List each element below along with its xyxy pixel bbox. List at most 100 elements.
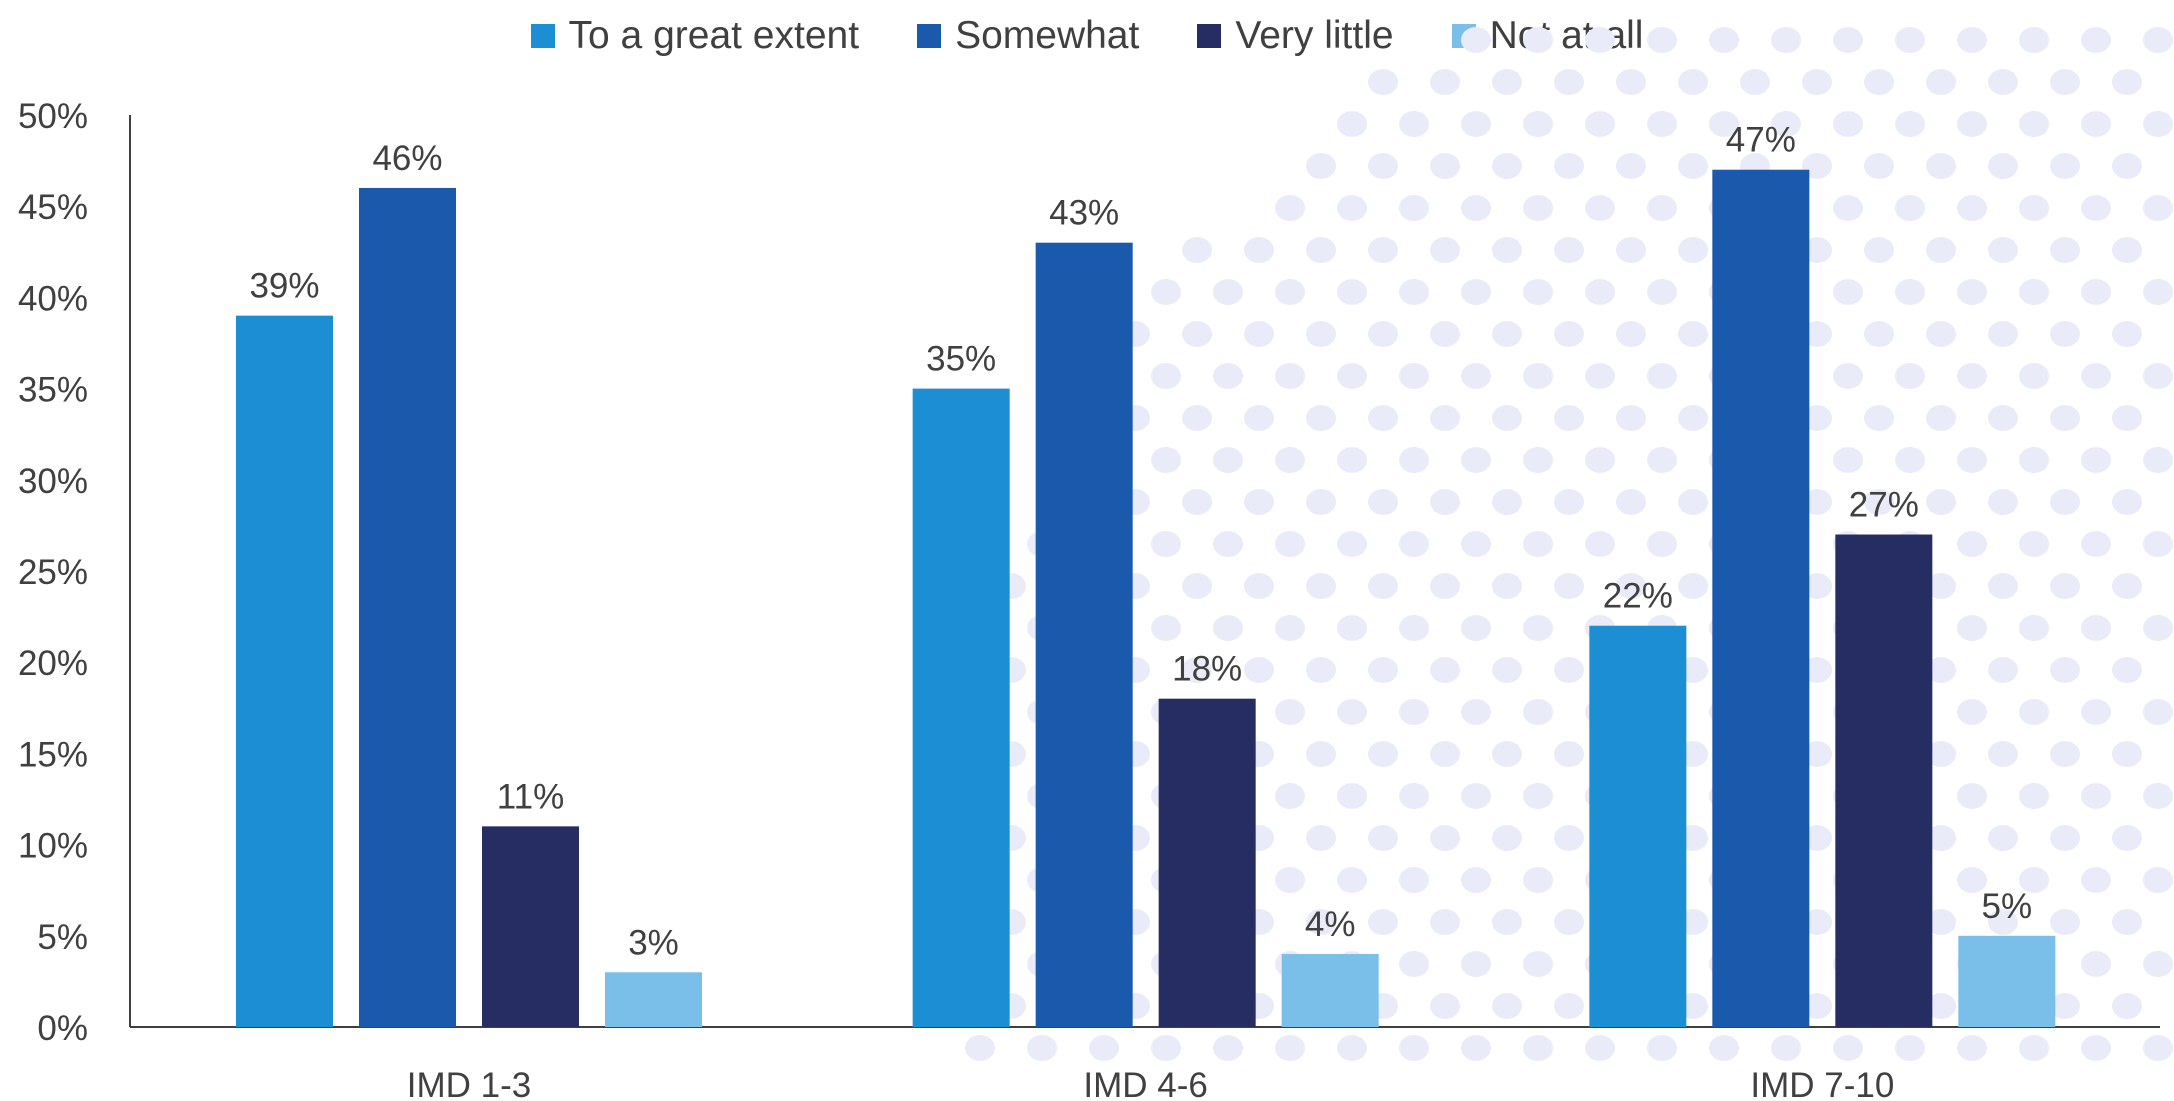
background-dot [1771,1035,1801,1061]
legend-item-very-little: Very little [1197,14,1394,58]
background-dot [1399,531,1429,557]
background-dot [1926,69,1956,95]
y-tick-label: 25% [18,553,88,592]
background-dot [1492,741,1522,767]
background-dot [2112,825,2142,851]
legend-swatch-great-extent [530,24,555,48]
background-dot [2081,951,2111,977]
background-dot [1306,909,1336,935]
background-dot [2143,111,2173,137]
background-dot [2112,741,2142,767]
background-dot [2050,321,2080,347]
background-dot [2112,321,2142,347]
background-dot [1647,195,1677,221]
background-dot [1337,699,1367,725]
background-dot [2143,783,2173,809]
bar [1158,698,1256,1027]
background-dot [2019,783,2049,809]
background-dot [1554,909,1584,935]
background-dot [1244,237,1274,263]
background-dot [1430,321,1460,347]
background-dot [1492,69,1522,95]
background-dot [1926,237,1956,263]
background-dot [1492,237,1522,263]
background-dot [1585,1035,1615,1061]
background-dot [2143,951,2173,977]
background-dot [1337,363,1367,389]
background-dot [2112,405,2142,431]
background-dot [1213,531,1243,557]
background-dot [2112,909,2142,935]
background-dot [1926,321,1956,347]
background-dot [1957,1035,1987,1061]
data-label: 35% [926,340,996,379]
background-dot [1337,195,1367,221]
background-dot [2050,237,2080,263]
y-tick-label: 35% [18,371,88,410]
background-dot [1554,657,1584,683]
legend-swatch-somewhat [917,24,942,48]
background-dot [1430,657,1460,683]
background-dot [1430,573,1460,599]
background-dot [1213,447,1243,473]
bar [1589,625,1687,1027]
background-dot [1182,573,1212,599]
background-dot [2143,363,2173,389]
background-dot [1647,1035,1677,1061]
background-dot [1802,69,1832,95]
background-dot [2019,447,2049,473]
background-dot [1647,279,1677,305]
background-dot [1430,993,1460,1019]
background-dot [1616,405,1646,431]
background-dot [1647,27,1677,53]
background-dot [1926,909,1956,935]
background-dot [1399,279,1429,305]
background-dot [1926,489,1956,515]
background-dot [1957,279,1987,305]
background-dot [1802,489,1832,515]
background-dot [2112,153,2142,179]
background-dot [1585,363,1615,389]
background-dot [1461,867,1491,893]
background-dot [1771,111,1801,137]
background-dot [1678,405,1708,431]
background-dot [2143,27,2173,53]
background-dot [1492,573,1522,599]
y-tick-label: 5% [37,918,88,957]
background-dot [1585,111,1615,137]
background-dot [1213,615,1243,641]
background-dot [1182,237,1212,263]
background-dot [2050,993,2080,1019]
background-dot [2050,657,2080,683]
background-dot [1957,447,1987,473]
background-dot [1492,657,1522,683]
background-dot [1399,1035,1429,1061]
background-dot [2019,111,2049,137]
background-dot [1926,573,1956,599]
background-dot [1368,237,1398,263]
background-dot [1554,993,1584,1019]
background-dot [2143,531,2173,557]
background-dot [2019,1035,2049,1061]
background-dot [2112,69,2142,95]
background-dot [1244,405,1274,431]
background-dot [1337,111,1367,137]
background-dot [1461,531,1491,557]
background-dot [1957,531,1987,557]
background-dot [1833,111,1863,137]
background-dot [2143,279,2173,305]
background-dot [1523,951,1553,977]
background-dot [1399,951,1429,977]
background-dot [1802,657,1832,683]
background-dot [1523,447,1553,473]
background-dot [1399,615,1429,641]
background-dot [1368,489,1398,515]
background-dot [1678,69,1708,95]
background-dot [1399,867,1429,893]
background-dot [1337,1035,1367,1061]
background-dot [1554,69,1584,95]
background-dot [2081,447,2111,473]
background-dot [2050,573,2080,599]
legend-item-somewhat: Somewhat [917,14,1139,58]
background-dot [1864,153,1894,179]
